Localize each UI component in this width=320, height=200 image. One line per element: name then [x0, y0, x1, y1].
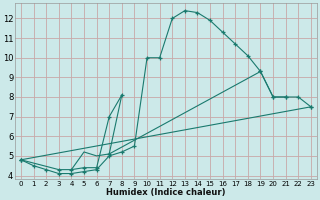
X-axis label: Humidex (Indice chaleur): Humidex (Indice chaleur) — [106, 188, 226, 197]
